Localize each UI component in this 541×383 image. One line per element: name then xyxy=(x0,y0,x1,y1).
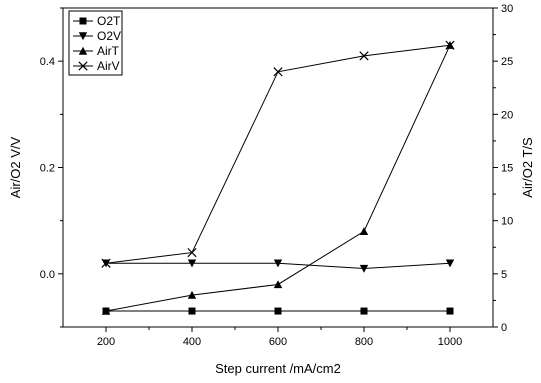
legend-label-o2t: O2T xyxy=(97,14,121,28)
data-point-airt xyxy=(187,290,197,299)
data-point-o2v xyxy=(273,259,283,268)
y-right-tick-label: 20 xyxy=(501,109,513,121)
series-layer xyxy=(101,40,455,315)
x-marker-stroke xyxy=(187,247,197,258)
data-point-o2v xyxy=(359,264,369,273)
axes: 200 400 600 800 1000 0.0 0.2 0.4 0 5 10 15 20 25 30 xyxy=(40,3,514,348)
data-point-airv xyxy=(187,247,197,258)
x-tick-label: 600 xyxy=(269,336,287,348)
series-o2t xyxy=(102,307,454,315)
data-point-airv xyxy=(445,40,455,50)
y-right-tick-label: 5 xyxy=(501,269,507,281)
data-point-airt xyxy=(101,306,111,315)
x-tick-label: 200 xyxy=(97,336,115,348)
y-right-tick-label: 30 xyxy=(501,3,513,15)
y-axis-left-label: Air/O2 V/V xyxy=(8,136,23,198)
data-point-airv xyxy=(359,51,369,61)
data-point-airv xyxy=(101,258,111,268)
legend-marker-airv xyxy=(78,61,88,71)
x-marker-stroke xyxy=(445,40,455,50)
legend-marker-o2v xyxy=(78,32,88,41)
legend-marker-o2t xyxy=(79,17,87,25)
y-axis-right-label: Air/O2 T/S xyxy=(520,137,535,198)
y-right-tick-label: 0 xyxy=(501,322,507,334)
series-line-airv xyxy=(105,44,451,264)
data-point-o2t xyxy=(360,307,368,315)
x-marker-stroke xyxy=(359,51,369,61)
data-point-o2t xyxy=(274,307,282,315)
y-right-tick-label: 10 xyxy=(501,216,513,228)
legend-item-o2t: O2T xyxy=(73,14,121,28)
y-right-tick-label: 25 xyxy=(501,56,513,68)
plot-frame xyxy=(62,7,494,328)
series-airv xyxy=(101,40,455,268)
x-marker-stroke xyxy=(101,258,111,268)
series-airt xyxy=(101,41,455,315)
data-point-o2v xyxy=(187,259,197,268)
data-point-o2v xyxy=(445,259,455,268)
data-point-airt xyxy=(359,227,369,235)
data-point-o2t xyxy=(446,307,454,315)
x-tick-label: 400 xyxy=(183,336,201,348)
series-o2v xyxy=(101,259,455,273)
x-tick-label: 1000 xyxy=(438,336,462,348)
y-right-tick-label: 15 xyxy=(501,163,513,175)
y-left-tick-label: 0.4 xyxy=(40,56,55,68)
x-marker-stroke xyxy=(273,67,283,77)
data-point-airv xyxy=(273,67,283,77)
legend-label-airt: AirT xyxy=(97,44,120,58)
y-left-tick-label: 0.2 xyxy=(40,163,55,175)
data-point-o2t xyxy=(188,307,196,315)
legend-marker-airt xyxy=(78,46,88,55)
x-axis-label: Step current /mA/cm2 xyxy=(215,361,341,376)
x-tick-label: 800 xyxy=(355,336,373,348)
legend-box xyxy=(68,10,123,76)
legend-label-o2v: O2V xyxy=(97,29,121,43)
x-marker-stroke xyxy=(78,61,88,71)
legend-item-airv: AirV xyxy=(73,59,120,73)
legend-label-airv: AirV xyxy=(97,59,120,73)
data-point-airt xyxy=(273,280,283,289)
series-line-airt xyxy=(105,45,451,312)
y-left-tick-label: 0.0 xyxy=(40,269,55,281)
legend-item-o2v: O2V xyxy=(73,29,121,43)
legend-item-airt: AirT xyxy=(73,44,120,58)
